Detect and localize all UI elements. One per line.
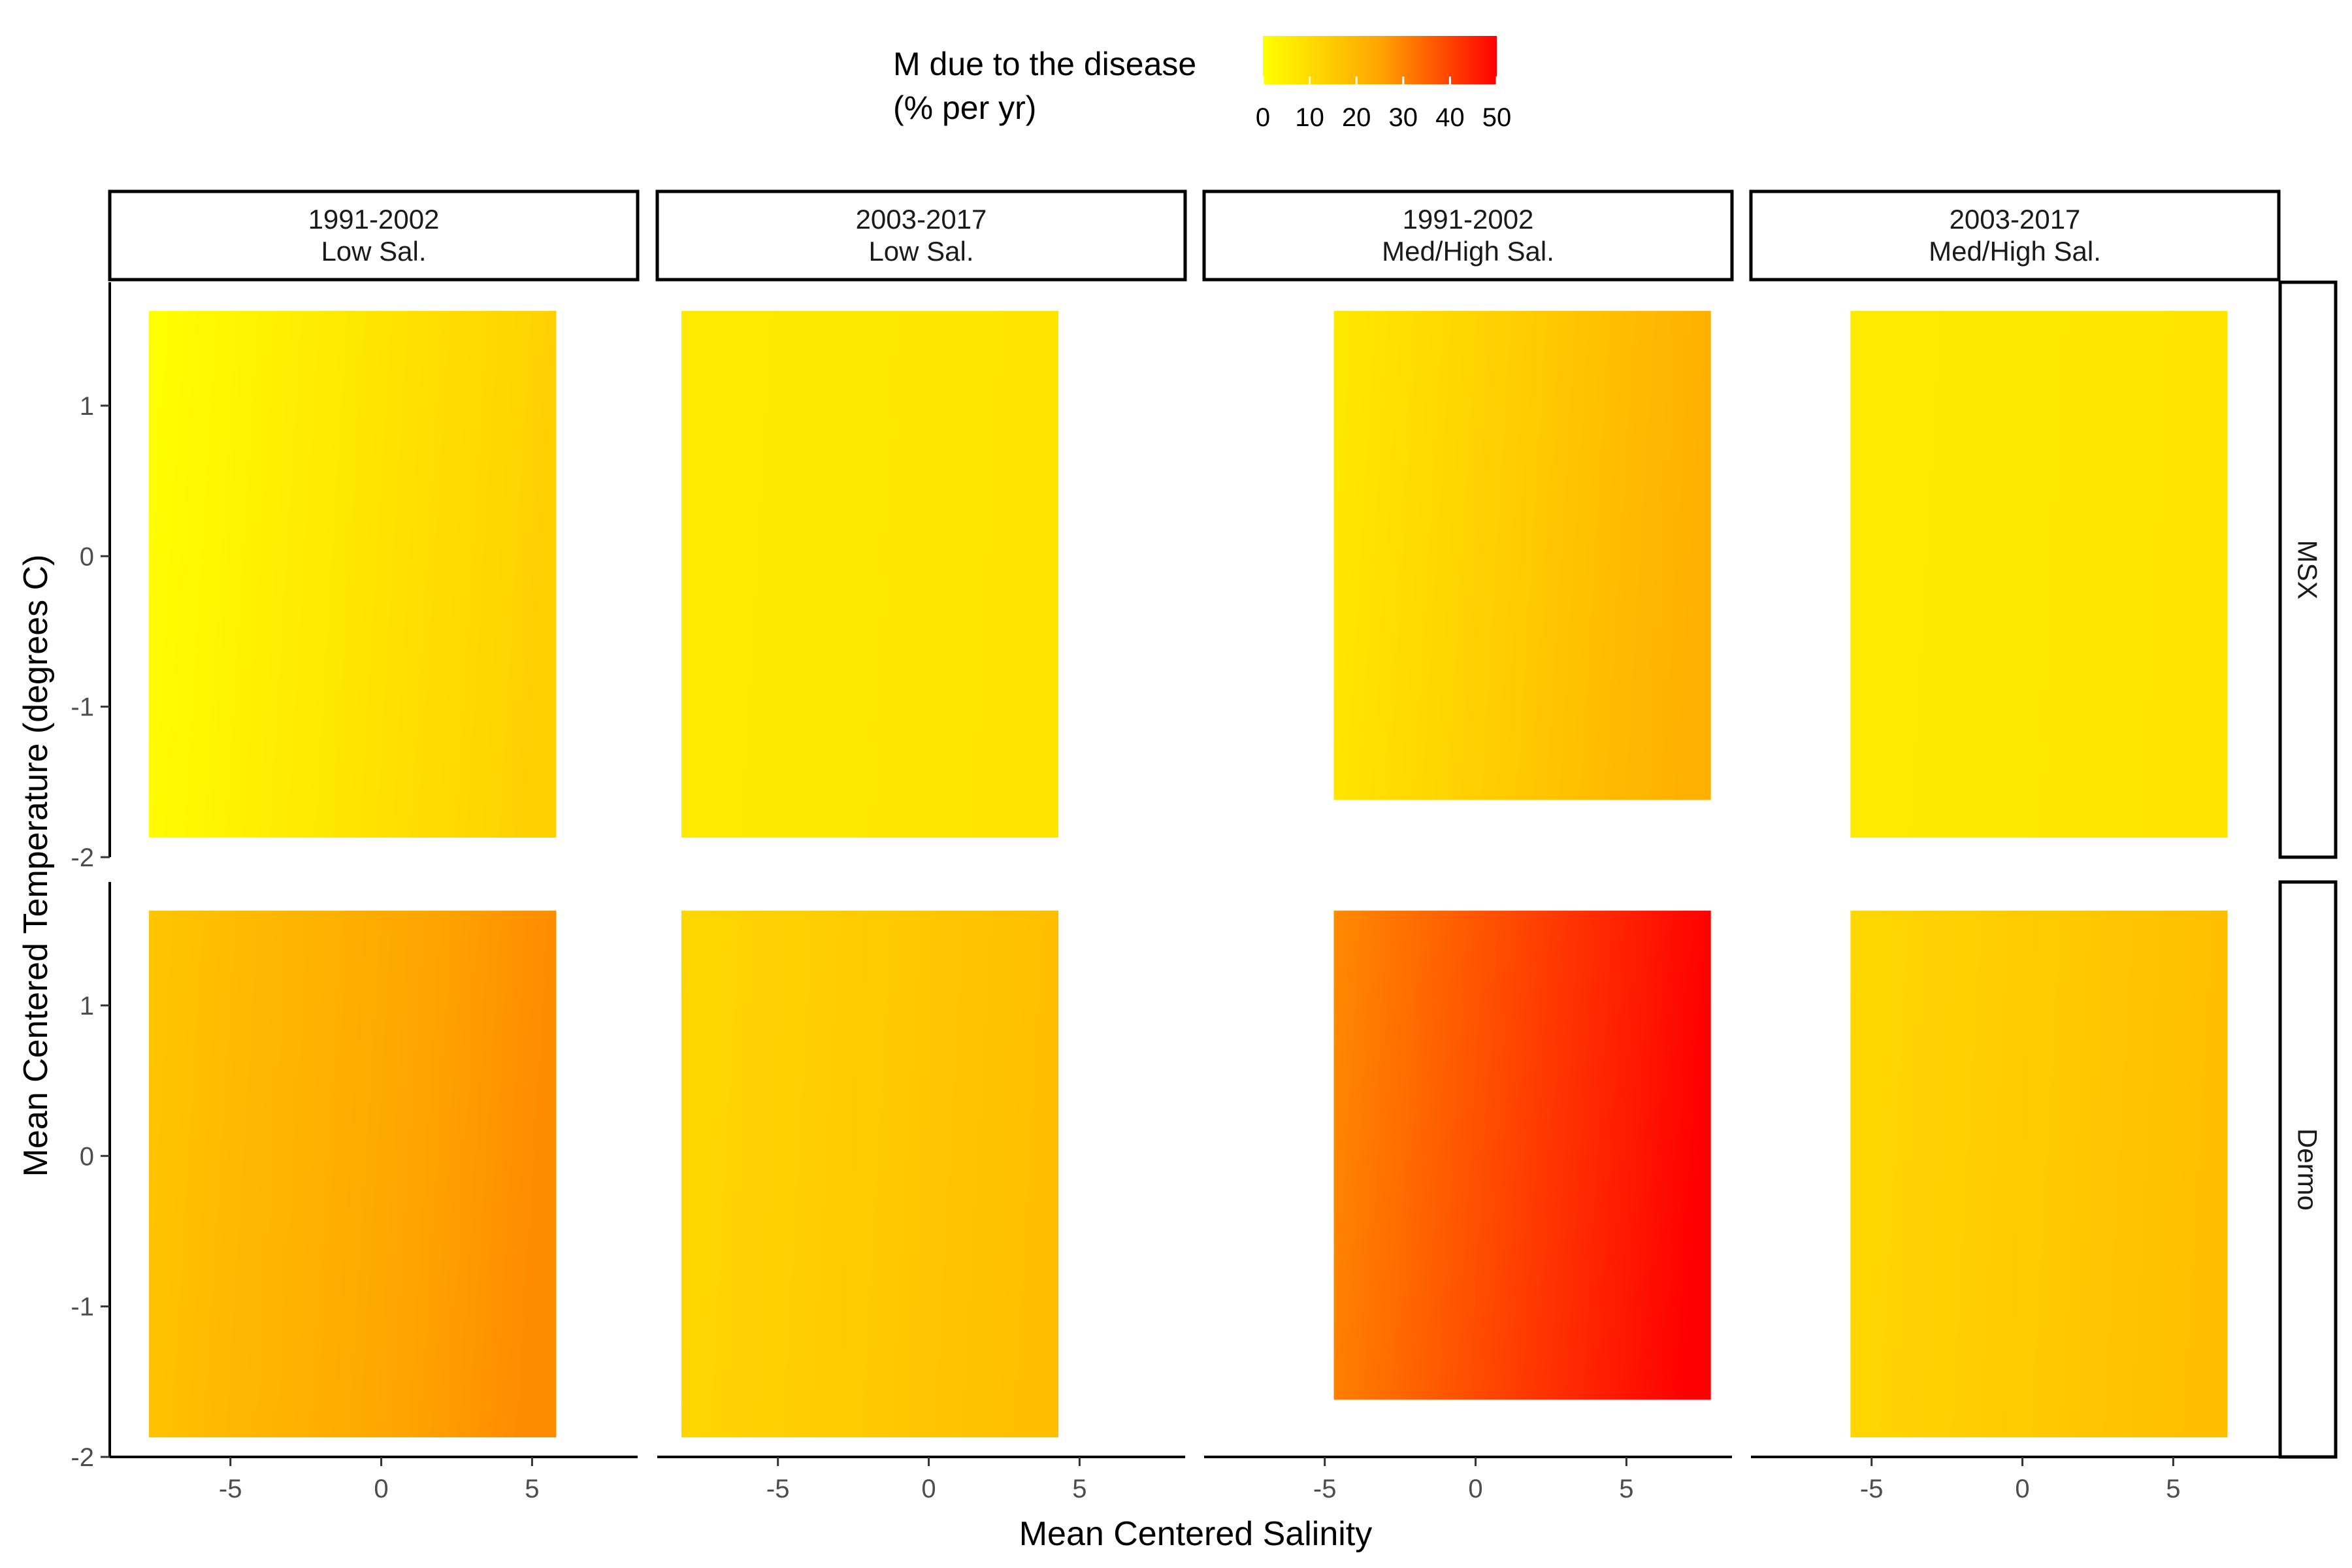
column-strip-label-salinity: Med/High Sal. [1929, 236, 2101, 267]
legend-tick-label: 40 [1435, 103, 1465, 132]
x-tick-label: 5 [1619, 1475, 1633, 1503]
x-tick-label: 0 [1468, 1475, 1482, 1503]
column-strip [1202, 189, 1734, 282]
y-tick-label: -2 [71, 1443, 94, 1472]
x-tick-label: -5 [1860, 1475, 1884, 1503]
legend-tick-label: 50 [1482, 103, 1512, 132]
legend-tick-label: 30 [1389, 103, 1418, 132]
x-tick-label: -5 [766, 1475, 790, 1503]
legend-tick-label: 0 [1256, 103, 1270, 132]
x-axis-title: Mean Centered Salinity [1019, 1515, 1373, 1553]
row-strip [2278, 880, 2338, 1459]
y-tick-label: 1 [80, 392, 94, 421]
column-strip-label-period: 1991-2002 [308, 204, 440, 235]
y-tick-label: -1 [71, 1293, 94, 1322]
heatmap-tile-msx-1 [149, 310, 557, 838]
heatmap-tile-dermo-1 [149, 910, 557, 1438]
axes: -5 0 5 -5 0 5 -5 0 5 -5 0 5 -2 -1 0 1 -2 -1 0 1 [71, 282, 2279, 1503]
column-strip-label-salinity: Med/High Sal. [1382, 236, 1554, 267]
x-tick-label: 0 [374, 1475, 388, 1503]
y-tick-label: -1 [71, 693, 94, 722]
column-strip-label-period: 2003-2017 [1950, 204, 2081, 235]
legend-title-line2: (% per yr) [893, 90, 1036, 126]
legend: M due to the disease (% per yr) 0 10 20 30 4… [893, 36, 1511, 132]
row-strip-label: MSX [2293, 540, 2323, 599]
heatmap-tile-dermo-2 [681, 910, 1059, 1438]
row-strip [2278, 280, 2338, 859]
x-tick-label: 0 [921, 1475, 936, 1503]
legend-tick-label: 10 [1295, 103, 1324, 132]
heatmap-tile-msx-3 [1333, 310, 1711, 800]
legend-tick-label: 20 [1342, 103, 1371, 132]
y-tick-label: 0 [80, 542, 94, 571]
heatmap-tile-dermo-4 [1850, 910, 2228, 1438]
x-tick-label: -5 [219, 1475, 242, 1503]
column-strip [108, 189, 640, 282]
legend-title-line1: M due to the disease [893, 46, 1196, 82]
legend-colorbar [1263, 36, 1497, 84]
row-strip-label: Dermo [2293, 1128, 2323, 1211]
y-axis-title: Mean Centered Temperature (degrees C) [17, 555, 55, 1177]
y-tick-label: 1 [80, 992, 94, 1021]
column-strip-label-period: 2003-2017 [856, 204, 987, 235]
column-strip [655, 189, 1187, 282]
x-tick-label: 5 [525, 1475, 539, 1503]
column-strip-label-period: 1991-2002 [1403, 204, 1534, 235]
x-tick-label: -5 [1313, 1475, 1337, 1503]
heatmap-tile-dermo-3 [1333, 910, 1711, 1400]
y-tick-label: 0 [80, 1142, 94, 1171]
x-tick-label: 5 [1072, 1475, 1086, 1503]
panels [149, 310, 2228, 1438]
heatmap-tile-msx-2 [681, 310, 1059, 838]
legend-ticks: 0 10 20 30 40 50 [1256, 76, 1511, 132]
x-tick-label: 0 [2015, 1475, 2029, 1503]
column-strip-label-salinity: Low Sal. [321, 236, 426, 267]
heatmap-tile-msx-4 [1850, 310, 2228, 838]
x-tick-label: 5 [2166, 1475, 2180, 1503]
column-strip-label-salinity: Low Sal. [868, 236, 973, 267]
column-strip [1749, 189, 2281, 282]
y-tick-label: -2 [71, 843, 94, 872]
